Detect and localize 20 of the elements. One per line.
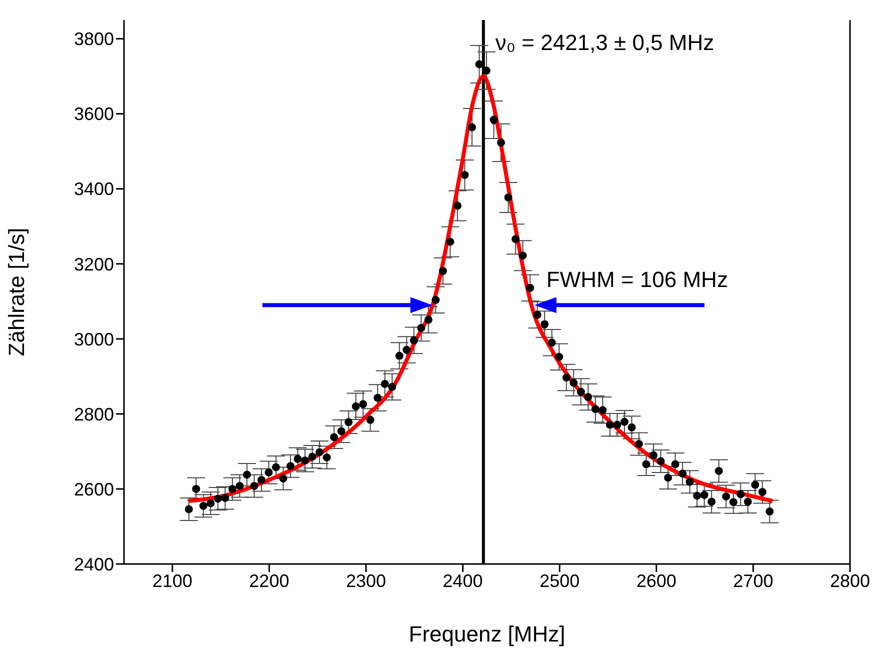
x-tick-label: 2300 <box>346 570 386 591</box>
y-tick-label: 2800 <box>74 404 114 424</box>
x-axis-title: Frequenz [MHz] <box>408 622 566 647</box>
y-axis-title: Zählrate [1/s] <box>4 228 29 356</box>
x-tick-label: 2800 <box>830 570 870 591</box>
y-tick-label: 2400 <box>74 554 114 574</box>
x-tick-label: 2100 <box>152 570 192 591</box>
x-tick-label: 2700 <box>733 570 774 591</box>
y-tick-label: 3000 <box>74 329 114 350</box>
y-tick-label: 3600 <box>74 104 114 124</box>
x-tick-label: 2500 <box>540 570 580 591</box>
y-tick-label: 3400 <box>74 179 114 200</box>
annotation: FWHM = 106 MHz <box>546 267 728 292</box>
x-tick-label: 2400 <box>442 570 483 591</box>
ref-line-label: ν₀ = 2421,3 ± 0,5 MHz <box>495 30 714 55</box>
y-tick-label: 3200 <box>74 254 114 274</box>
x-tick-label: 2200 <box>249 570 290 591</box>
x-tick-label: 2600 <box>636 570 676 591</box>
y-tick-label: 3800 <box>74 29 114 50</box>
y-tick-label: 2600 <box>74 479 114 500</box>
